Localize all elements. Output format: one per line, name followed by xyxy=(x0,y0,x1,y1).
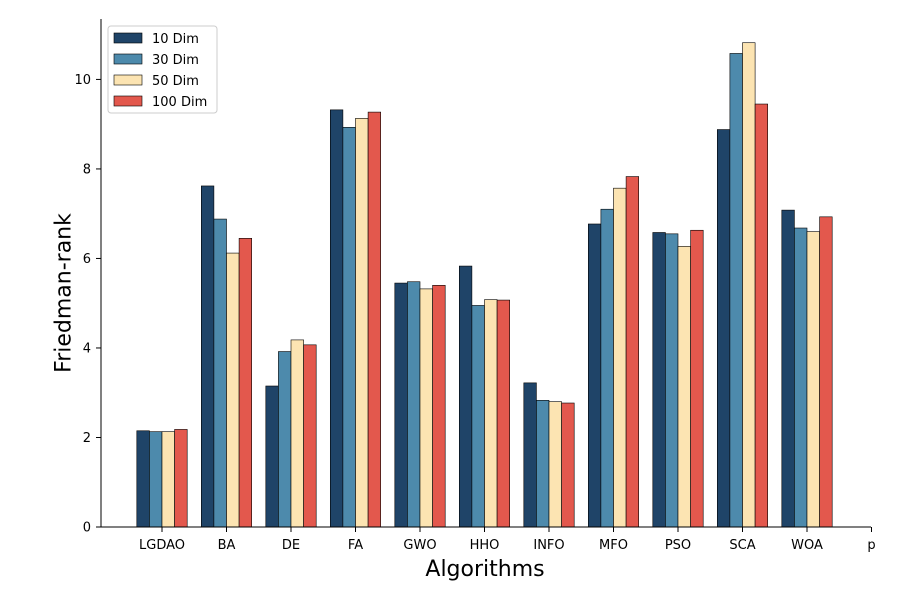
bar-de-30-dim xyxy=(278,351,292,528)
bar-gwo-50-dim xyxy=(419,288,433,528)
bar-pso-30-dim xyxy=(665,233,679,528)
bar-sca-100-dim xyxy=(754,103,768,528)
legend-swatch xyxy=(113,32,143,44)
bar-fa-50-dim xyxy=(355,118,369,528)
x-tick-label: GWO xyxy=(403,538,436,553)
legend-swatch xyxy=(113,74,143,86)
bars-group xyxy=(136,42,833,528)
bar-pso-100-dim xyxy=(690,229,704,528)
bar-woa-100-dim xyxy=(819,216,833,528)
legend-swatch xyxy=(113,95,143,107)
y-tick-label: 2 xyxy=(83,431,91,446)
legend-entry-label: 10 Dim xyxy=(152,32,199,47)
bar-ba-50-dim xyxy=(226,252,240,528)
bar-hho-30-dim xyxy=(471,305,485,528)
bar-lgdao-30-dim xyxy=(149,431,163,528)
legend: 10 Dim 30 Dim 50 Dim 100 Dim xyxy=(107,25,218,114)
bar-sca-10-dim xyxy=(716,129,731,528)
bar-gwo-10-dim xyxy=(394,282,408,528)
x-tick-label: FA xyxy=(348,538,363,553)
y-axis-label: Friedman-rank xyxy=(52,213,77,373)
bar-lgdao-100-dim xyxy=(174,429,188,528)
bar-gwo-30-dim xyxy=(407,281,421,528)
x-tick-label: SCA xyxy=(729,538,755,553)
x-tick-label: INFO xyxy=(533,538,564,553)
bar-hho-10-dim xyxy=(458,265,473,528)
bar-pso-50-dim xyxy=(677,246,691,528)
legend-swatch xyxy=(113,53,143,65)
bar-woa-10-dim xyxy=(781,209,795,528)
x-tick-label: WOA xyxy=(791,538,823,553)
bar-ba-100-dim xyxy=(238,238,253,528)
x-tick-label: DE xyxy=(282,538,300,553)
bar-info-10-dim xyxy=(523,382,537,528)
y-tick-label: 10 xyxy=(74,73,91,88)
bar-pso-10-dim xyxy=(652,232,666,528)
bar-lgdao-10-dim xyxy=(136,430,150,528)
x-ticks-group: LGDAO BA DE FA GWO HHO INFO MFO PSO SCA WOA p xyxy=(139,527,876,553)
x-tick-label: MFO xyxy=(599,538,628,553)
bar-lgdao-50-dim xyxy=(161,431,175,528)
y-tick-label: 8 xyxy=(83,162,91,177)
bar-hho-100-dim xyxy=(496,299,511,528)
x-axis-label: Algorithms xyxy=(425,557,544,582)
bar-de-100-dim xyxy=(303,344,317,528)
x-tick-label: PSO xyxy=(665,538,691,553)
x-tick-label: BA xyxy=(218,538,236,553)
bar-mfo-50-dim xyxy=(613,187,627,528)
bar-hho-50-dim xyxy=(484,299,498,528)
bar-sca-30-dim xyxy=(729,53,743,528)
y-tick-label: 6 xyxy=(83,252,91,267)
x-tick-label: HHO xyxy=(470,538,500,553)
bar-mfo-30-dim xyxy=(600,208,614,528)
bar-sca-50-dim xyxy=(742,42,756,528)
bar-fa-100-dim xyxy=(367,111,382,528)
legend-entry-label: 50 Dim xyxy=(152,74,199,89)
bar-fa-30-dim xyxy=(342,127,356,528)
bar-fa-10-dim xyxy=(329,109,344,528)
y-tick-label: 0 xyxy=(83,521,91,536)
bar-gwo-100-dim xyxy=(432,285,446,528)
bar-ba-30-dim xyxy=(213,218,227,528)
x-tick-label: LGDAO xyxy=(139,538,185,553)
bar-mfo-100-dim xyxy=(625,176,639,528)
y-tick-label: 4 xyxy=(83,341,91,356)
legend-entry-label: 100 Dim xyxy=(152,95,207,110)
bar-info-30-dim xyxy=(536,400,550,528)
bar-ba-10-dim xyxy=(201,185,215,528)
bar-info-50-dim xyxy=(548,401,562,528)
bar-info-100-dim xyxy=(561,402,575,528)
bar-woa-30-dim xyxy=(794,227,808,528)
x-tick-label: p xyxy=(867,538,875,553)
bar-de-10-dim xyxy=(265,385,279,528)
bar-woa-50-dim xyxy=(806,231,820,528)
bar-de-50-dim xyxy=(290,339,304,528)
bar-mfo-10-dim xyxy=(587,223,602,528)
legend-entry-label: 30 Dim xyxy=(152,53,199,68)
y-ticks-group: 0 2 4 6 8 10 xyxy=(74,73,101,536)
legend-frame xyxy=(107,25,218,114)
